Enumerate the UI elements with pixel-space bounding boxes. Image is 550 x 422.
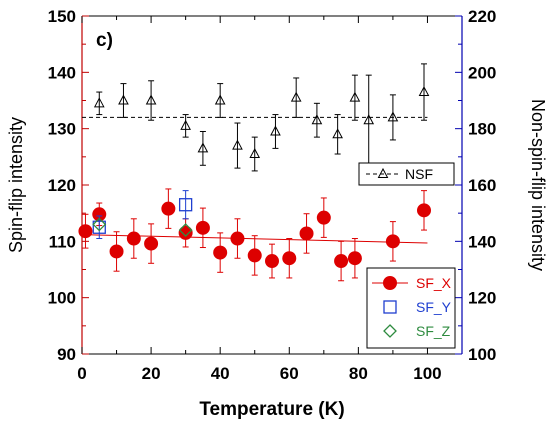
x-tick-label: 80 xyxy=(349,364,368,383)
nsf-point xyxy=(214,94,226,105)
sf-x-point xyxy=(126,231,141,246)
y-tick-label-left: 130 xyxy=(48,120,76,139)
nsf-point xyxy=(290,91,302,102)
sf-x-point xyxy=(230,231,245,246)
y-tick-label-right: 100 xyxy=(468,345,496,364)
legend-sf-y-label: SF_Y xyxy=(416,299,452,315)
x-tick-label: 60 xyxy=(280,364,299,383)
sf-x-point xyxy=(195,220,210,235)
y-tick-label-right: 180 xyxy=(468,120,496,139)
sf-x-point xyxy=(161,201,176,216)
y-tick-label-left: 140 xyxy=(48,63,76,82)
y-tick-label-right: 120 xyxy=(468,289,496,308)
y-tick-label-left: 100 xyxy=(48,289,76,308)
y-tick-label-right: 200 xyxy=(468,63,496,82)
y-tick-label-right: 160 xyxy=(468,176,496,195)
nsf-point xyxy=(363,114,375,125)
sf-z-point xyxy=(92,217,107,232)
y-tick-label-left: 90 xyxy=(57,345,76,364)
y-tick-label-right: 140 xyxy=(468,232,496,251)
nsf-point xyxy=(93,97,105,108)
y-tick-label-left: 120 xyxy=(48,176,76,195)
sf-x-point xyxy=(385,234,400,249)
x-tick-label: 20 xyxy=(142,364,161,383)
nsf-point xyxy=(270,125,281,136)
sf-x-point xyxy=(247,248,262,263)
nsf-point xyxy=(180,119,191,130)
x-tick-label: 100 xyxy=(413,364,441,383)
legend-nsf-label: NSF xyxy=(405,166,433,182)
sf-x-point xyxy=(316,210,331,225)
sf-x-point xyxy=(347,251,362,266)
nsf-point xyxy=(118,94,129,105)
sf-x-point xyxy=(417,203,431,218)
x-tick-label: 0 xyxy=(77,364,86,383)
sf-x-point xyxy=(178,225,193,240)
nsf-point xyxy=(418,85,430,97)
legend-sf-x-marker xyxy=(383,276,397,290)
nsf-point xyxy=(387,111,399,122)
nsf-point xyxy=(249,147,261,159)
sf-z-point xyxy=(178,223,193,237)
nsf-point xyxy=(349,91,361,102)
sf-x-point xyxy=(265,254,279,269)
legend-sf-x-label: SF_X xyxy=(416,275,452,291)
y-axis-title-left: Spin-flip intensity xyxy=(6,117,26,253)
nsf-point xyxy=(197,142,209,153)
sf-x-point xyxy=(334,254,349,269)
x-tick-label: 40 xyxy=(211,364,230,383)
legend-sf-y-marker xyxy=(383,300,397,314)
y-tick-label-right: 220 xyxy=(468,7,496,26)
nsf-point xyxy=(145,94,157,105)
legend-sf-z-label: SF_Z xyxy=(416,323,451,339)
legend-sf-box xyxy=(366,267,456,349)
legend-sf-z-marker xyxy=(383,324,397,338)
sf-y-point xyxy=(92,220,106,234)
nsf-point xyxy=(232,139,243,150)
sf-x-point xyxy=(299,226,314,241)
nsf-point xyxy=(311,114,323,125)
panel-label: c) xyxy=(96,30,113,51)
sf-x-point xyxy=(109,244,124,259)
y-tick-label-left: 150 xyxy=(48,7,76,26)
y-tick-label-left: 110 xyxy=(49,232,76,251)
legend-nsf-marker xyxy=(377,167,389,178)
y-axis-title-right: Non-spin-flip intensity xyxy=(528,99,548,271)
nsf-point xyxy=(332,128,343,139)
x-axis-title: Temperature (K) xyxy=(199,399,344,420)
sf-x-point xyxy=(78,224,93,239)
sf-y-point xyxy=(178,198,193,212)
sf-x-point xyxy=(282,251,297,266)
sf-x-point xyxy=(213,245,228,260)
sf-x-point xyxy=(144,236,159,251)
